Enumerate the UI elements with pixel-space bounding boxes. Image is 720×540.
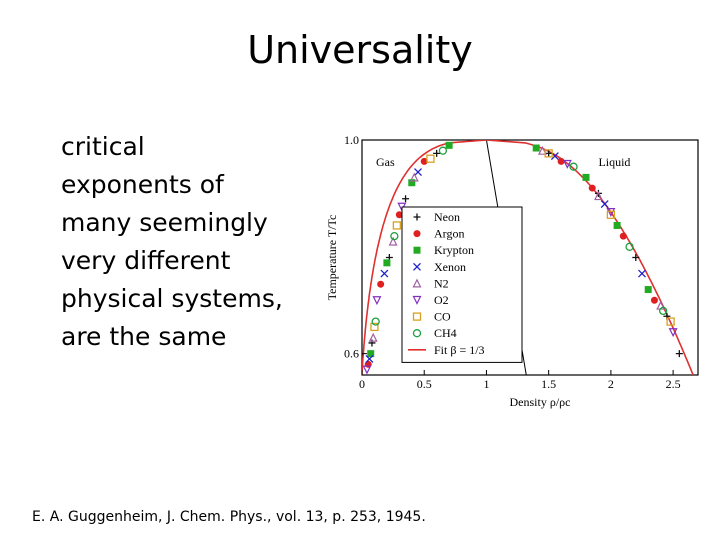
- data-point-xenon: [380, 269, 389, 278]
- data-point-neon: [433, 149, 441, 157]
- data-point-n2: [537, 145, 547, 155]
- data-point-o2: [362, 365, 372, 375]
- y-axis-label: Temperature T/Tc: [325, 215, 339, 301]
- legend-marker-ch4: [412, 329, 422, 338]
- data-point-xenon: [365, 355, 374, 363]
- data-point-argon: [650, 296, 658, 304]
- x-tick-label: 2.5: [666, 377, 681, 391]
- data-point-co: [666, 317, 675, 326]
- fit-curve: [362, 140, 694, 375]
- data-point-n2: [409, 172, 419, 182]
- x-tick-label: 0.5: [417, 377, 432, 391]
- legend-marker-neon: [413, 213, 421, 221]
- citation: E. A. Guggenheim, J. Chem. Phys., vol. 1…: [32, 509, 426, 525]
- body-line: physical systems,: [61, 284, 283, 313]
- data-point-argon: [395, 211, 403, 219]
- legend-label-ch4: CH4: [434, 326, 457, 340]
- data-point-co: [392, 221, 401, 230]
- data-point-krypton: [582, 173, 590, 181]
- legend-marker-n2: [412, 278, 422, 288]
- data-point-krypton: [367, 350, 375, 358]
- slide-body-text: critical exponents of many seemingly ver…: [61, 128, 321, 356]
- data-point-o2: [606, 208, 616, 217]
- data-point-krypton: [644, 286, 652, 294]
- data-point-krypton: [532, 144, 540, 152]
- x-tick-label: 2: [608, 377, 614, 391]
- legend-box: [401, 206, 523, 363]
- data-point-krypton: [383, 259, 391, 267]
- data-point-ch4: [659, 306, 668, 316]
- legend-marker-krypton: [413, 246, 421, 254]
- data-point-argon: [420, 157, 428, 165]
- data-point-n2: [593, 191, 603, 201]
- x-tick-label: 1.5: [541, 377, 556, 391]
- data-point-neon: [675, 350, 683, 358]
- legend-marker-xenon: [413, 262, 421, 271]
- data-point-argon: [377, 280, 385, 288]
- data-point-neon: [402, 195, 410, 203]
- annotation-liquid: Liquid: [598, 155, 630, 169]
- data-point-o2: [372, 296, 382, 306]
- data-point-ch4: [371, 317, 380, 326]
- annotation-gas: Gas: [376, 155, 395, 169]
- body-line: very different: [61, 246, 231, 275]
- data-point-o2: [562, 159, 572, 169]
- legend-marker-co: [412, 312, 422, 321]
- legend-label-n2: N2: [434, 276, 449, 290]
- legend-label-argon: Argon: [434, 227, 464, 241]
- data-point-xenon: [414, 168, 422, 177]
- legend-label-co: CO: [434, 310, 451, 324]
- data-point-neon: [632, 254, 640, 261]
- data-point-argon: [619, 232, 627, 240]
- x-tick-label: 0: [359, 377, 365, 391]
- body-line: critical: [61, 132, 145, 161]
- legend-marker-o2: [412, 295, 422, 305]
- data-point-co: [426, 154, 435, 163]
- data-point-krypton: [613, 221, 621, 229]
- body-line: many seemingly: [61, 208, 268, 237]
- x-axis-label: Density ρ/ρc: [510, 395, 571, 409]
- y-tick-label: 0.6: [344, 347, 359, 361]
- slide-title: Universality: [247, 28, 473, 72]
- data-point-argon: [588, 184, 596, 192]
- legend-label-xenon: Xenon: [434, 260, 466, 274]
- data-point-xenon: [600, 200, 609, 209]
- legend-marker-argon: [413, 230, 421, 238]
- body-line: are the same: [61, 322, 227, 351]
- data-point-n2: [368, 332, 378, 342]
- data-point-co: [544, 149, 553, 158]
- data-point-ch4: [390, 231, 399, 241]
- data-point-ch4: [625, 242, 634, 251]
- x-tick-label: 1: [483, 377, 489, 391]
- coexistence-chart: 0 0.5 1 1.5 2 2.5 0.6 1.0 Density ρ/ρc Temperatur…: [325, 133, 699, 409]
- data-point-co: [370, 322, 379, 332]
- data-point-krypton: [445, 141, 453, 149]
- data-point-ch4: [569, 162, 578, 171]
- body-line: exponents of: [61, 170, 224, 199]
- legend-label-krypton: Krypton: [434, 243, 474, 257]
- data-point-o2: [668, 328, 678, 338]
- y-tick-label: 1.0: [344, 133, 359, 147]
- legend-label-fit: Fit β = 1/3: [434, 343, 485, 357]
- data-point-argon: [557, 157, 565, 165]
- legend-label-neon: Neon: [434, 210, 460, 224]
- data-point-xenon: [638, 269, 646, 278]
- data-point-co: [606, 210, 616, 219]
- data-point-n2: [388, 236, 398, 246]
- data-point-neon: [545, 149, 553, 157]
- plot-frame: [361, 139, 699, 376]
- data-point-ch4: [438, 146, 448, 155]
- legend-label-o2: O2: [434, 293, 449, 307]
- data-point-krypton: [408, 179, 416, 187]
